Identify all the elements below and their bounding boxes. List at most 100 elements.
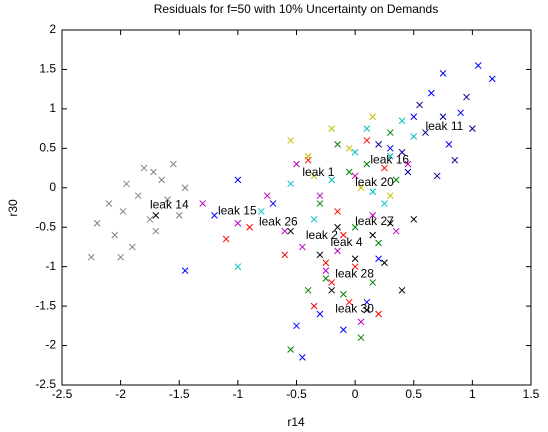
point	[281, 251, 289, 259]
point	[369, 212, 377, 219]
point	[439, 113, 447, 121]
point	[299, 354, 306, 361]
annotation: leak 16	[370, 152, 409, 166]
point	[181, 184, 189, 192]
point	[293, 322, 300, 330]
point	[392, 227, 400, 235]
point	[164, 196, 171, 203]
point	[357, 318, 365, 326]
point	[381, 200, 388, 207]
point	[316, 251, 324, 259]
point	[316, 192, 324, 200]
point	[433, 172, 441, 180]
point	[375, 255, 382, 263]
point	[345, 298, 353, 306]
point	[369, 231, 377, 239]
point	[175, 212, 183, 219]
point	[357, 334, 365, 342]
point	[386, 219, 394, 227]
point	[322, 275, 330, 282]
point	[322, 259, 330, 267]
point	[392, 176, 400, 184]
point	[381, 259, 388, 267]
x-axis-label: r14	[287, 415, 305, 429]
point	[439, 70, 447, 77]
point	[134, 192, 142, 200]
point	[345, 168, 353, 176]
y-tick-label: 0	[49, 180, 56, 194]
annotation: leak 26	[259, 215, 298, 229]
point	[422, 129, 429, 136]
point	[363, 125, 371, 132]
annotation: leak 20	[355, 175, 394, 189]
point	[369, 188, 377, 196]
point	[150, 168, 157, 176]
point	[340, 231, 347, 239]
point	[287, 137, 294, 144]
point	[369, 113, 377, 121]
annotation: leak 27	[355, 214, 394, 228]
point	[386, 192, 394, 200]
point	[304, 152, 312, 160]
x-tick-label: 0	[352, 387, 359, 401]
point	[287, 346, 294, 353]
point	[87, 253, 95, 261]
point	[457, 109, 465, 117]
point	[363, 298, 371, 306]
y-tick-label: 0.5	[39, 141, 56, 155]
point	[410, 133, 418, 140]
point	[146, 215, 154, 223]
point	[451, 156, 459, 164]
point	[416, 101, 423, 109]
point	[304, 286, 312, 294]
y-tick-label: -2	[45, 338, 56, 352]
y-tick-label: 1	[49, 101, 56, 115]
point	[117, 253, 124, 261]
point	[351, 172, 359, 180]
point	[386, 144, 394, 152]
point	[158, 176, 166, 184]
point	[310, 215, 318, 223]
point	[328, 176, 336, 184]
point	[463, 93, 470, 101]
point	[345, 144, 353, 152]
point	[488, 75, 496, 83]
point	[386, 152, 394, 160]
point	[375, 310, 382, 318]
point	[328, 279, 336, 286]
x-tick-label: 1.5	[523, 387, 540, 401]
point	[386, 129, 394, 136]
x-tick-label: -2.5	[52, 387, 73, 401]
x-tick-label: -1.5	[169, 387, 190, 401]
point	[211, 212, 218, 219]
chart-title: Residuals for f=50 with 10% Uncertainty …	[154, 2, 438, 16]
point	[119, 208, 127, 215]
point	[257, 208, 265, 215]
point	[340, 290, 347, 298]
x-tick-label: -2	[115, 387, 126, 401]
point	[123, 180, 130, 188]
point	[234, 176, 242, 184]
point	[152, 227, 160, 235]
point	[404, 168, 412, 176]
point	[410, 113, 418, 121]
point	[281, 227, 289, 235]
y-tick-label: 1.5	[39, 62, 56, 76]
point	[334, 208, 341, 215]
point	[246, 223, 253, 231]
point	[363, 306, 371, 314]
point	[170, 160, 177, 168]
point	[469, 125, 476, 132]
point	[398, 148, 406, 156]
point	[398, 286, 406, 294]
annotation: leak 2	[306, 228, 338, 242]
x-tick-label: -1	[233, 387, 244, 401]
y-tick-label: -0.5	[35, 219, 56, 233]
point	[111, 231, 119, 239]
point	[287, 227, 294, 235]
point	[181, 267, 189, 274]
point	[375, 239, 382, 247]
point	[310, 302, 318, 310]
